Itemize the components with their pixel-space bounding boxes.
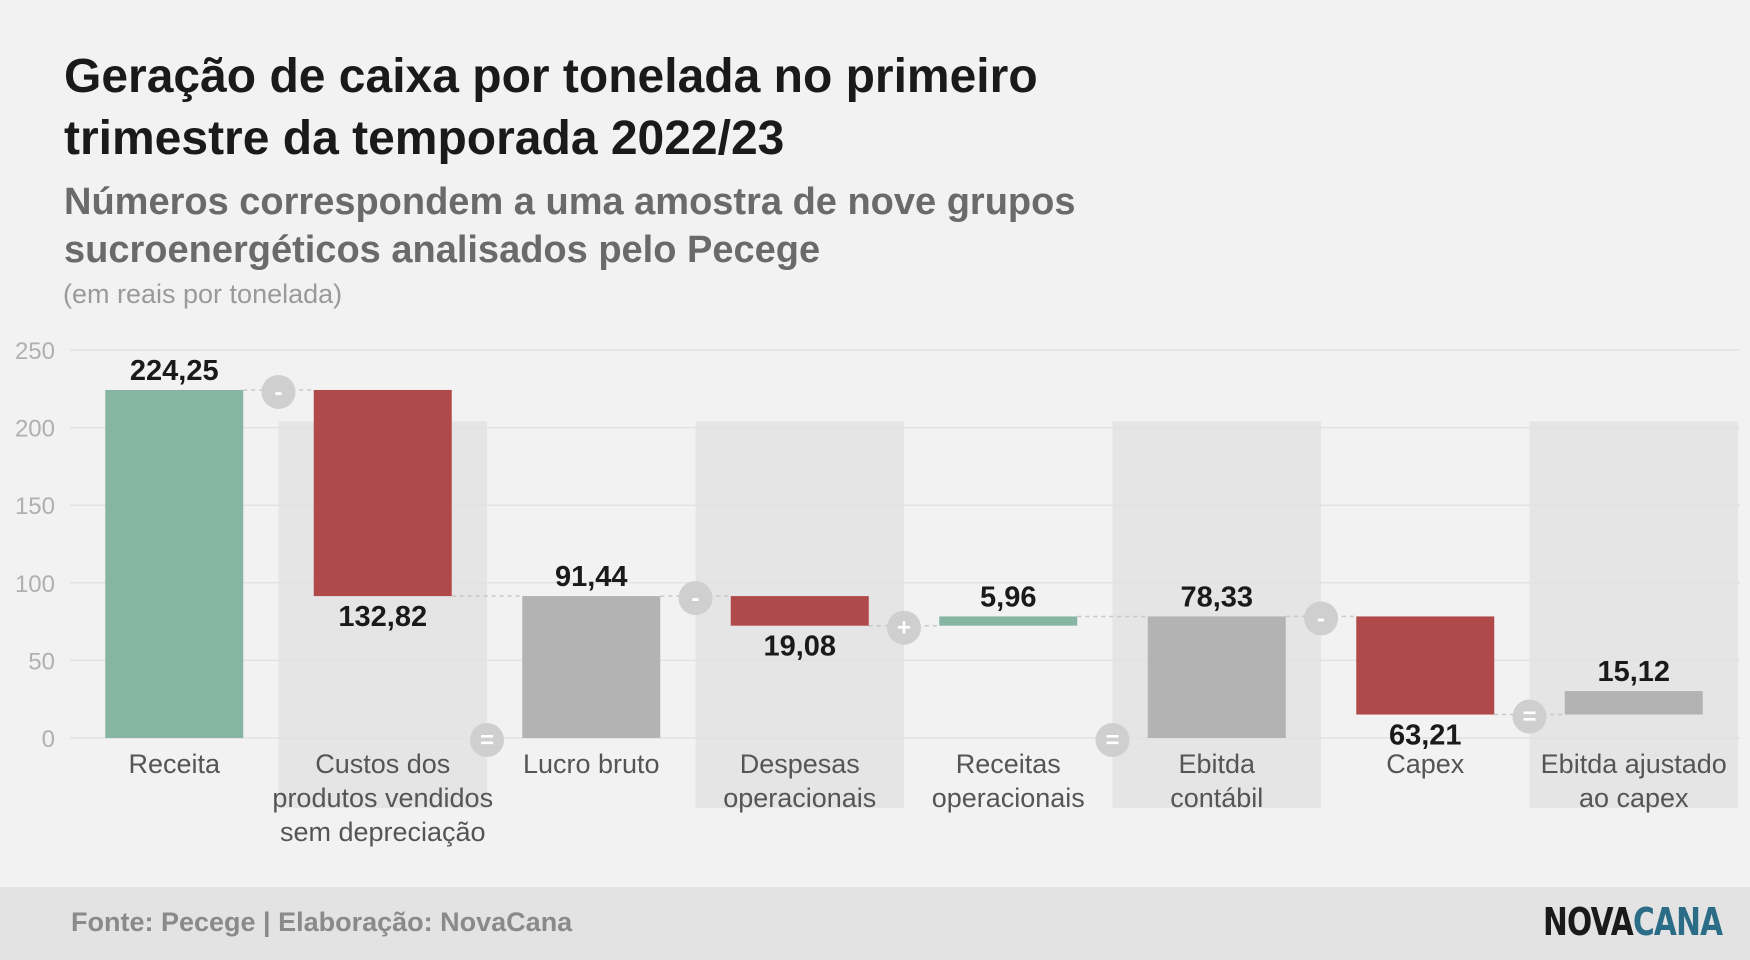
category-label: Receita: [128, 749, 221, 779]
value-label: 63,21: [1389, 720, 1462, 752]
category-label: operacionais: [932, 783, 1085, 813]
bar-decrease: [730, 596, 869, 626]
footer: Fonte: Pecege | Elaboração: NovaCana NOV…: [0, 887, 1750, 960]
y-tick-label: 250: [15, 338, 55, 365]
value-label: 19,08: [763, 631, 836, 663]
value-label: 15,12: [1597, 656, 1670, 688]
y-tick-label: 100: [15, 571, 55, 598]
operator-circle: [1095, 723, 1130, 757]
operators: - = - + = - =: [261, 374, 1547, 757]
operator-symbol: -: [1317, 605, 1325, 632]
labels: 0 50 100 150 200 250 224,25 132,82 91,44 19,08 5,9…: [15, 338, 1727, 847]
bar-decrease: [1356, 616, 1495, 715]
y-tick-label: 200: [15, 416, 55, 443]
category-label: Ebitda: [1178, 749, 1256, 779]
bar-total: [1147, 616, 1286, 738]
operator-circle: [1512, 699, 1547, 734]
unit-label: (em reais por tonelada): [63, 279, 343, 309]
operator-circle: [261, 374, 296, 409]
logo-part-cana: CANA: [1632, 900, 1723, 944]
bars: [105, 389, 1703, 738]
value-label: 224,25: [130, 355, 219, 387]
category-bands: [278, 421, 1738, 808]
y-tick-label: 150: [15, 493, 55, 520]
category-label: produtos vendidos: [272, 783, 493, 813]
operator-symbol: -: [692, 585, 700, 612]
bar-increase: [105, 389, 244, 738]
operator-symbol: =: [1105, 727, 1119, 754]
category-label: Despesas: [740, 749, 860, 779]
chart-subtitle: Números correspondem a uma amostra de no…: [64, 181, 1076, 271]
novacana-logo[interactable]: NOVACANA: [1543, 900, 1723, 944]
waterfall-chart: - = - + = - = 0 50 100 150 200 250 224,25 132,82 91,44…: [15, 338, 1740, 847]
value-label: 78,33: [1180, 581, 1253, 613]
operator-circle: [678, 581, 713, 616]
value-label: 132,82: [338, 601, 427, 633]
category-label: Lucro bruto: [523, 749, 660, 779]
category-label: Ebitda ajustado: [1541, 749, 1727, 779]
chart-title: Geração de caixa por tonelada no primeir…: [64, 50, 1038, 165]
operator-circle: [1304, 601, 1338, 636]
operator-symbol: -: [275, 379, 283, 406]
category-label: Capex: [1386, 749, 1465, 779]
operator-circle: [470, 723, 504, 757]
logo-part-nova: NOVA: [1543, 900, 1634, 944]
category-label: Receitas: [956, 749, 1061, 779]
source-note: Fonte: Pecege | Elaboração: NovaCana: [71, 907, 573, 937]
category-band: [1529, 421, 1738, 808]
value-label: 5,96: [980, 581, 1036, 613]
category-band: [1112, 421, 1321, 808]
category-label: contábil: [1170, 783, 1263, 813]
value-label: 91,44: [555, 561, 628, 593]
operator-symbol: =: [1522, 704, 1536, 731]
category-label: ao capex: [1579, 783, 1689, 813]
operator-symbol: =: [480, 727, 494, 754]
category-label: sem depreciação: [280, 817, 486, 847]
y-tick-label: 0: [42, 726, 55, 753]
bar-total: [522, 596, 661, 738]
operator-circle: [887, 610, 921, 645]
category-label: Custos dos: [315, 749, 450, 779]
y-tick-label: 50: [28, 648, 55, 675]
bar-decrease: [313, 389, 452, 597]
bar-increase: [939, 616, 1078, 626]
category-label: operacionais: [723, 783, 876, 813]
bar-total: [1564, 691, 1703, 715]
operator-symbol: +: [897, 615, 911, 642]
